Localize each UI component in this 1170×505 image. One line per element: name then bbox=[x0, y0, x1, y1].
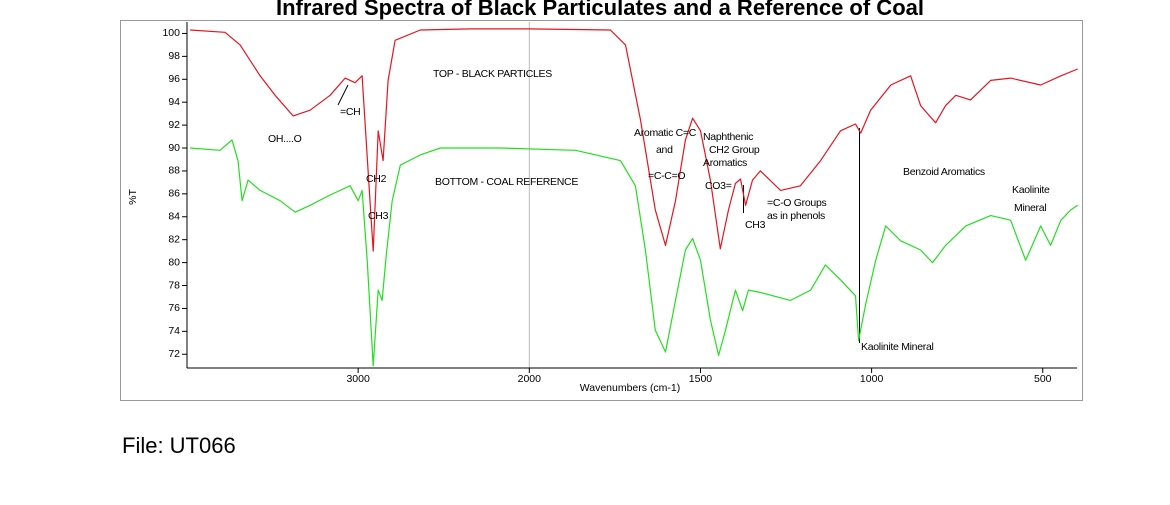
chart-frame bbox=[120, 20, 1083, 401]
annotation: as in phenols bbox=[767, 210, 825, 222]
y-tick-label: 76 bbox=[168, 302, 180, 314]
annotation: =CH bbox=[340, 106, 360, 118]
x-axis-label: Wavenumbers (cm-1) bbox=[580, 382, 681, 394]
annotation: CH3 bbox=[745, 219, 766, 231]
spectrum-line bbox=[190, 28, 1078, 252]
x-tick-label: 500 bbox=[1034, 373, 1052, 385]
x-tick-label: 3000 bbox=[346, 373, 370, 385]
annotation: BOTTOM - COAL REFERENCE bbox=[435, 176, 578, 188]
y-tick-label: 98 bbox=[168, 50, 180, 62]
annotation: Mineral bbox=[1014, 202, 1046, 214]
y-tick-label: 94 bbox=[168, 96, 180, 108]
annotation: Naphthenic bbox=[703, 131, 753, 143]
y-tick-label: 100 bbox=[162, 27, 180, 39]
annotation: CH2 bbox=[366, 173, 387, 185]
y-tick-label: 78 bbox=[168, 279, 180, 291]
annotation: Kaolinite Mineral bbox=[861, 341, 934, 353]
y-tick-label: 92 bbox=[168, 119, 180, 131]
annotation: OH....O bbox=[268, 133, 302, 145]
y-tick-label: 90 bbox=[168, 142, 180, 154]
x-tick-label: 1500 bbox=[689, 373, 713, 385]
y-tick-label: 96 bbox=[168, 73, 180, 85]
annotation: Kaolinite bbox=[1012, 184, 1050, 196]
y-tick-label: 74 bbox=[168, 325, 180, 337]
annotation: CH2 Group bbox=[709, 144, 760, 156]
y-tick-label: 88 bbox=[168, 165, 180, 177]
y-axis-label: %T bbox=[127, 189, 139, 205]
x-tick-label: 2000 bbox=[518, 373, 542, 385]
file-label: File: UT066 bbox=[122, 433, 236, 458]
annotation: Aromatics bbox=[703, 157, 747, 169]
annotation: TOP - BLACK PARTICLES bbox=[433, 68, 552, 80]
y-tick-label: 82 bbox=[168, 233, 180, 245]
annotation: CH3 bbox=[368, 210, 389, 222]
x-tick-label: 1000 bbox=[860, 373, 884, 385]
y-tick-label: 72 bbox=[168, 348, 180, 360]
annotation: Aromatic C=C bbox=[634, 127, 697, 139]
y-tick-label: 80 bbox=[168, 256, 180, 268]
y-tick-label: 84 bbox=[168, 211, 180, 223]
annotation: =C-C=O bbox=[648, 170, 685, 182]
annotation: and bbox=[656, 144, 673, 156]
y-tick-label: 86 bbox=[168, 188, 180, 200]
pointer-line bbox=[337, 84, 349, 106]
annotation: CO3= bbox=[705, 180, 732, 192]
annotation: Benzoid Aromatics bbox=[903, 166, 985, 178]
annotation: =C-O Groups bbox=[767, 197, 826, 209]
chart-title: Infrared Spectra of Black Particulates a… bbox=[276, 0, 924, 20]
spectrum-line bbox=[190, 139, 1079, 367]
